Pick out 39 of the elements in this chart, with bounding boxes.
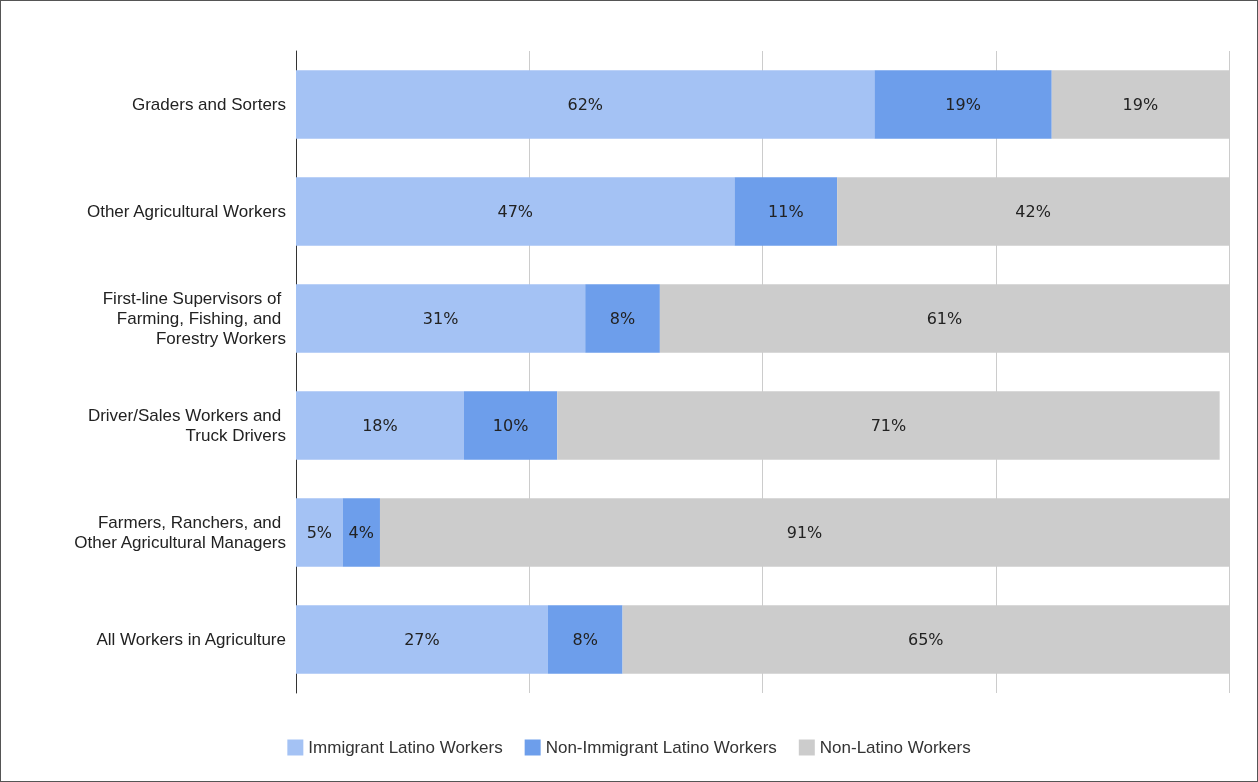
- y-tick-label: All Workers in Agriculture: [96, 630, 286, 649]
- data-label: 71%: [870, 416, 907, 435]
- bar: [547, 605, 623, 674]
- bar: [734, 177, 838, 246]
- legend-label: Immigrant Latino Workers: [308, 738, 503, 757]
- bar: [296, 70, 875, 139]
- data-label: 4%: [348, 523, 375, 542]
- data-label: 91%: [786, 523, 823, 542]
- data-label: 19%: [945, 95, 981, 114]
- data-label: 31%: [422, 309, 459, 328]
- bar: [296, 177, 735, 246]
- bar: [296, 284, 586, 353]
- data-label: 47%: [497, 202, 534, 221]
- y-tick-label: Other Agricultural Workers: [86, 202, 286, 221]
- data-label: 42%: [1015, 202, 1051, 221]
- bar: [296, 391, 464, 460]
- data-label: 11%: [768, 202, 804, 221]
- data-label: 18%: [362, 416, 398, 435]
- data-label: 27%: [404, 630, 440, 649]
- y-tick-label: First-line Supervisors of Farming, Fishing, and Forestry Workers: [102, 289, 286, 348]
- data-label: 8%: [609, 309, 636, 328]
- data-label: 61%: [926, 309, 963, 328]
- y-tick-label: Driver/Sales Workers and Truck Drivers: [87, 406, 286, 445]
- y-tick-label: Farmers, Ranchers, and Other Agricultural Managers: [74, 513, 286, 552]
- bar: [874, 70, 1052, 139]
- data-label: 65%: [907, 630, 944, 649]
- data-label: 62%: [567, 95, 604, 114]
- bar: [585, 284, 660, 353]
- legend-label: Non-Immigrant Latino Workers: [545, 738, 777, 757]
- data-label: 5%: [306, 523, 333, 542]
- y-tick-label: Graders and Sorters: [131, 95, 286, 114]
- bar: [463, 391, 558, 460]
- data-label: 10%: [492, 416, 529, 435]
- data-label: 8%: [572, 630, 598, 649]
- bar: [342, 498, 380, 567]
- bar: [296, 605, 548, 674]
- bar: [296, 498, 343, 567]
- data-label: 19%: [1122, 95, 1159, 114]
- legend-label: Non-Latino Workers: [819, 738, 971, 757]
